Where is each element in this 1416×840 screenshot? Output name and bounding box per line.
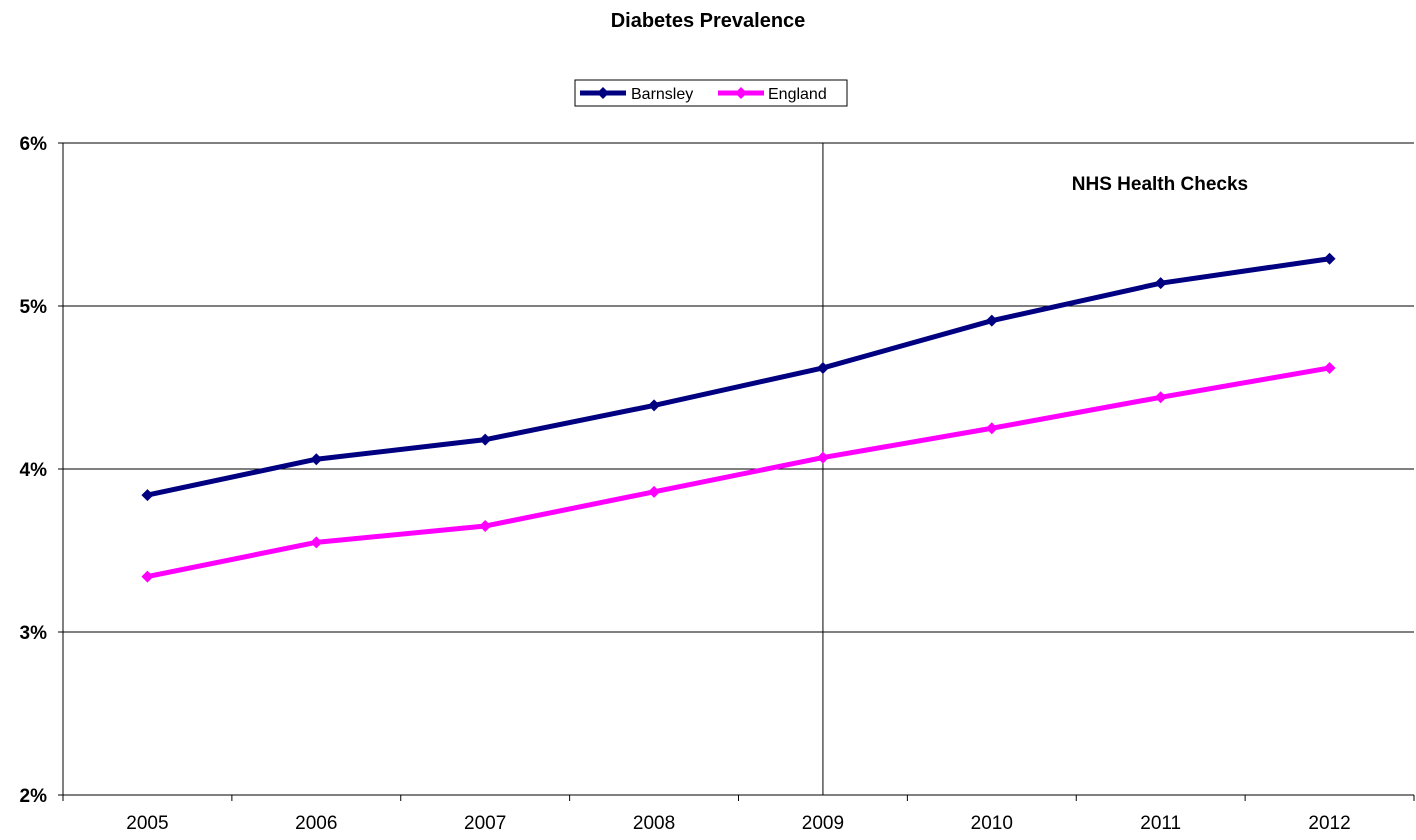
data-point-england (1323, 361, 1336, 374)
data-point-england (1154, 391, 1167, 404)
y-tick-label: 3% (20, 623, 48, 644)
data-point-barnsley (479, 433, 492, 446)
series-group (141, 252, 1336, 583)
data-point-barnsley (985, 314, 998, 327)
y-tick-label: 6% (20, 134, 48, 155)
data-point-england (985, 422, 998, 435)
legend-marker-england (735, 87, 747, 99)
x-tick-label: 2012 (1308, 813, 1350, 834)
y-tick-label: 5% (20, 297, 48, 318)
data-point-barnsley (141, 489, 154, 502)
data-point-england (816, 451, 829, 464)
series-line-barnsley (146, 256, 1330, 498)
data-point-barnsley (1323, 252, 1336, 265)
data-point-england (479, 520, 492, 533)
annotation-label: NHS Health Checks (1072, 174, 1248, 195)
x-tick-label: 2008 (633, 813, 675, 834)
x-tick-label: 2011 (1140, 813, 1181, 834)
x-tick-label: 2010 (971, 813, 1013, 834)
y-tick-label: 2% (20, 786, 48, 807)
data-point-barnsley (816, 361, 829, 374)
x-tick-label: 2009 (802, 813, 844, 834)
gridlines (63, 142, 1414, 633)
data-point-england (310, 536, 323, 549)
data-point-barnsley (648, 399, 661, 412)
y-tick-label: 4% (20, 460, 48, 481)
chart-title: Diabetes Prevalence (611, 10, 806, 32)
annotations: NHS Health Checks (822, 143, 1248, 795)
data-point-barnsley (1154, 277, 1167, 290)
x-tick-label: 2005 (126, 813, 168, 834)
legend-label-england: England (768, 86, 827, 103)
data-point-england (141, 570, 154, 583)
x-tick-label: 2006 (295, 813, 337, 834)
series-line-england (146, 365, 1330, 580)
legend-marker-barnsley (597, 87, 609, 99)
axes: 2% 3% 4% 5% 6% 2005 2006 2007 2008 2009 2010 2011 20… (20, 134, 1415, 834)
x-tick-label: 2007 (464, 813, 506, 834)
legend-label-barnsley: Barnsley (631, 86, 693, 103)
data-point-barnsley (310, 453, 323, 466)
legend: Barnsley England (574, 79, 848, 107)
data-point-england (648, 485, 661, 498)
